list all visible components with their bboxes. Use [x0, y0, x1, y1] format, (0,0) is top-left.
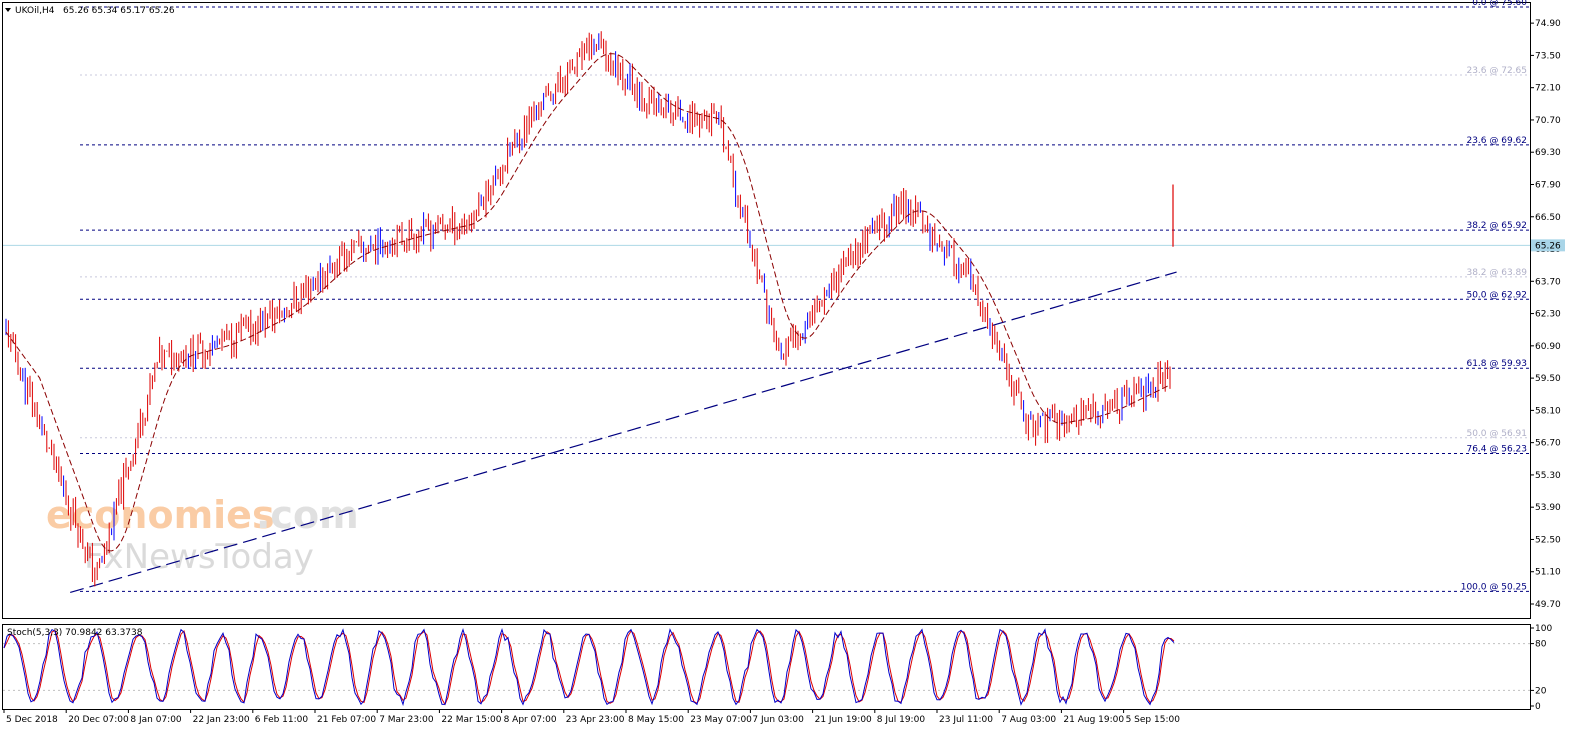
sma-line: [5, 53, 1171, 552]
fib-level-label: 23.6 @ 69.62: [1466, 136, 1527, 146]
y-tick-label: 49.70: [1535, 600, 1561, 610]
stoch-tick-label: 100: [1535, 624, 1552, 634]
y-tick-label: 73.50: [1535, 51, 1561, 61]
fib-level-label: 50.0 @ 56.91: [1466, 429, 1527, 439]
y-tick-label: 67.90: [1535, 180, 1561, 190]
y-tick-label: 63.70: [1535, 277, 1561, 287]
stoch-main-line: [3, 627, 1175, 707]
y-tick-label: 66.50: [1535, 213, 1561, 223]
x-tick-label: 22 Jan 23:00: [193, 715, 250, 725]
trendline-layer: [70, 271, 1177, 594]
chevron-down-icon[interactable]: [5, 8, 11, 12]
watermark-brand: economies: [46, 493, 275, 537]
x-tick-label: 8 Jul 19:00: [877, 715, 926, 725]
fib-level-label: 0.0 @ 75.60: [1472, 0, 1527, 8]
x-tick-label: 20 Dec 07:00: [68, 715, 129, 725]
stoch-plot-frame: [2, 624, 1531, 710]
x-tick-label: 22 Mar 15:00: [441, 715, 501, 725]
stoch-tick-label: 0: [1535, 702, 1541, 712]
x-tick-label: 7 Mar 23:00: [379, 715, 434, 725]
price-axis: 74.9073.5072.1070.7069.3067.9066.5065.10…: [1530, 19, 1565, 610]
y-tick-label: 56.70: [1535, 439, 1561, 449]
y-tick-label: 62.30: [1535, 310, 1561, 320]
y-tick-label: 74.90: [1535, 19, 1561, 29]
y-tick-label: 69.30: [1535, 148, 1561, 158]
x-tick-label: 23 Jul 11:00: [939, 715, 993, 725]
x-tick-label: 5 Dec 2018: [6, 715, 58, 725]
fib-level-label: 100.0 @ 50.25: [1461, 582, 1527, 592]
x-tick-label: 8 Jan 07:00: [130, 715, 182, 725]
fib-level-label: 38.2 @ 65.92: [1466, 221, 1527, 231]
trendline: [70, 271, 1177, 594]
ohlc-values: 65.26 65.34 65.17 65.26: [63, 6, 175, 16]
candlesticks: [5, 31, 1174, 587]
stoch-tick-label: 20: [1535, 686, 1547, 696]
y-tick-label: 72.10: [1535, 84, 1561, 94]
y-tick-label: 60.90: [1535, 342, 1561, 352]
y-tick-label: 51.10: [1535, 568, 1561, 578]
y-tick-label: 55.30: [1535, 471, 1561, 481]
y-tick-label: 70.70: [1535, 116, 1561, 126]
stoch-tick-label: 80: [1535, 640, 1547, 650]
x-tick-label: 8 May 15:00: [628, 715, 684, 725]
stoch-label: Stoch(5,3,3) 70.9842 63.3738: [7, 628, 143, 638]
watermark-site: FxNewsToday: [84, 537, 314, 577]
x-tick-label: 7 Jun 03:00: [752, 715, 804, 725]
fib-level-label: 61.8 @ 59.93: [1466, 359, 1527, 369]
symbol-label: UKOil,H4: [15, 6, 55, 16]
fib-level-label: 23.6 @ 72.65: [1466, 66, 1527, 76]
time-axis: 5 Dec 2018 20 Dec 07:00 8 Jan 07:00 22 Jan …: [3, 709, 1181, 725]
x-tick-label: 6 Feb 11:00: [255, 715, 309, 725]
x-tick-label: 23 Apr 23:00: [566, 715, 625, 725]
watermark: economies .com FxNewsToday: [46, 493, 359, 577]
x-tick-label: 23 May 07:00: [690, 715, 752, 725]
x-tick-label: 21 Feb 07:00: [317, 715, 376, 725]
x-tick-label: 5 Sep 15:00: [1126, 715, 1181, 725]
fib-level-label: 50.0 @ 62.92: [1466, 290, 1527, 300]
x-tick-label: 21 Aug 19:00: [1063, 715, 1124, 725]
x-tick-label: 7 Aug 03:00: [1001, 715, 1056, 725]
current-price-label: 65.26: [1535, 241, 1561, 251]
fib-level-label: 38.2 @ 63.89: [1466, 268, 1527, 278]
y-tick-label: 58.10: [1535, 406, 1561, 416]
current-price-tag: [1531, 239, 1565, 252]
watermark-domain: .com: [256, 493, 359, 537]
y-tick-label: 52.50: [1535, 535, 1561, 545]
fib-level-label: 76.4 @ 56.23: [1466, 444, 1527, 454]
fibonacci-levels: 0.0 @ 75.60 23.6 @ 72.65 23.6 @ 69.62 38.2 …: [80, 0, 1530, 592]
y-tick-label: 59.50: [1535, 374, 1561, 384]
stoch-axis: 100 80 20 0: [1530, 624, 1552, 712]
x-tick-label: 21 Jun 19:00: [815, 715, 872, 725]
y-tick-label: 53.90: [1535, 503, 1561, 513]
moving-average: [5, 53, 1171, 552]
stochastic-oscillator: [3, 627, 1530, 707]
x-tick-label: 8 Apr 07:00: [504, 715, 557, 725]
